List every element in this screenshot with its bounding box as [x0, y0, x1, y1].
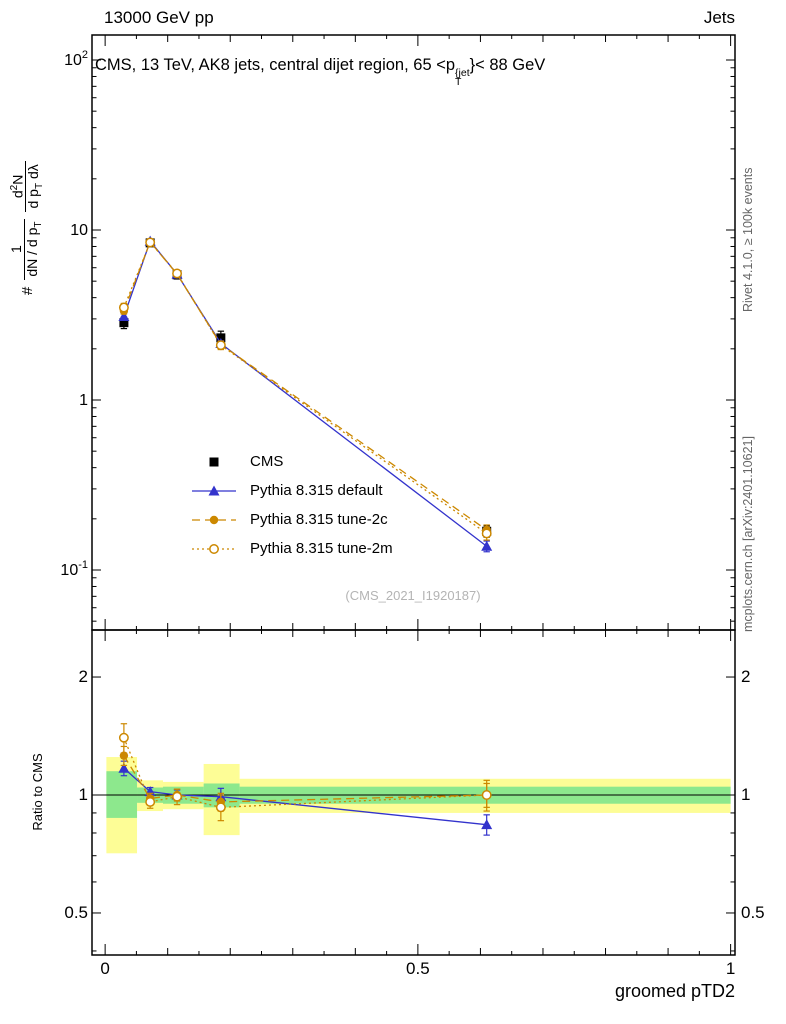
- legend-item-tune-2c: Pythia 8.315 tune-2c: [190, 505, 393, 534]
- frac1-numerator: 1: [8, 218, 25, 280]
- y-axis-label: # 1 dN / d pT d2N d pT dλ: [4, 40, 50, 295]
- beam-energy-label: 13000 GeV pp: [104, 8, 214, 27]
- frac1-denominator: dN / d pT: [23, 221, 44, 277]
- legend: CMS Pythia 8.315 default Pythia 8.315 tu…: [190, 447, 393, 563]
- svg-text:2: 2: [741, 667, 750, 686]
- ratio-series-tune-2m: [118, 723, 492, 822]
- svg-text:1: 1: [741, 785, 750, 804]
- svg-text:10: 10: [70, 222, 88, 239]
- main-series-tune-2m: [118, 237, 492, 541]
- process-label: Jets: [703, 8, 735, 27]
- frac2-denominator: d pT dλ: [25, 164, 46, 209]
- pt-subscript: T: [455, 76, 462, 88]
- svg-text:2: 2: [79, 667, 88, 686]
- ylabel-fraction-2: d2N d pT dλ: [6, 161, 47, 212]
- pythia-default-line-sample: [192, 485, 236, 495]
- svg-text:0: 0: [100, 959, 109, 978]
- legend-item-pythia-default: Pythia 8.315 default: [190, 476, 393, 505]
- tune-2c-line-sample: [192, 515, 236, 524]
- legend-label-cms: CMS: [250, 453, 284, 470]
- pt-sup-sub: {jet T: [455, 67, 470, 88]
- plot-title-suffix: }< 88 GeV: [469, 56, 546, 74]
- rivet-version-label: Rivet 4.1.0, ≥ 100k events: [741, 167, 755, 312]
- svg-text:0.5: 0.5: [406, 959, 430, 978]
- mcplots-reference-label: mcplots.cern.ch [arXiv:2401.10621]: [741, 436, 755, 632]
- legend-item-tune-2m: Pythia 8.315 tune-2m: [190, 534, 393, 563]
- cms-marker-sample: [209, 457, 219, 466]
- panel-frames: [91, 34, 736, 956]
- svg-text:1: 1: [79, 392, 88, 409]
- legend-label-tune-2c: Pythia 8.315 tune-2c: [250, 511, 388, 528]
- svg-text:1: 1: [726, 959, 735, 978]
- legend-item-cms: CMS: [190, 447, 393, 476]
- svg-text:102: 102: [64, 49, 88, 69]
- ylabel-fraction-1: 1 dN / d pT: [8, 218, 46, 280]
- ylabel-hash: #: [18, 286, 36, 295]
- plot-title-text: CMS, 13 TeV, AK8 jets, central dijet reg…: [95, 56, 456, 74]
- tune-2m-line-sample: [192, 543, 236, 554]
- svg-text:0.5: 0.5: [64, 903, 88, 922]
- plot-title: CMS, 13 TeV, AK8 jets, central dijet reg…: [95, 56, 545, 87]
- legend-label-tune-2m: Pythia 8.315 tune-2m: [250, 540, 393, 557]
- axis-ticks: [92, 35, 735, 955]
- ratio-y-axis-label: Ratio to CMS: [30, 753, 45, 831]
- legend-label-pythia-default: Pythia 8.315 default: [250, 482, 383, 499]
- svg-text:1: 1: [79, 785, 88, 804]
- svg-text:0.5: 0.5: [741, 903, 765, 922]
- frac2-numerator: d2N: [6, 161, 27, 212]
- axis-tick-labels: 102 10 1 10-1 2 2 1 1 0.5 0.5 0 0.5 1: [60, 49, 764, 978]
- x-axis-label: groomed pTD2: [614, 981, 735, 1001]
- pt-superscript: {jet: [455, 67, 470, 79]
- ratio-uncertainty-bands: [106, 757, 731, 854]
- svg-text:10-1: 10-1: [60, 559, 88, 579]
- analysis-id-watermark: (CMS_2021_I1920187): [345, 588, 481, 603]
